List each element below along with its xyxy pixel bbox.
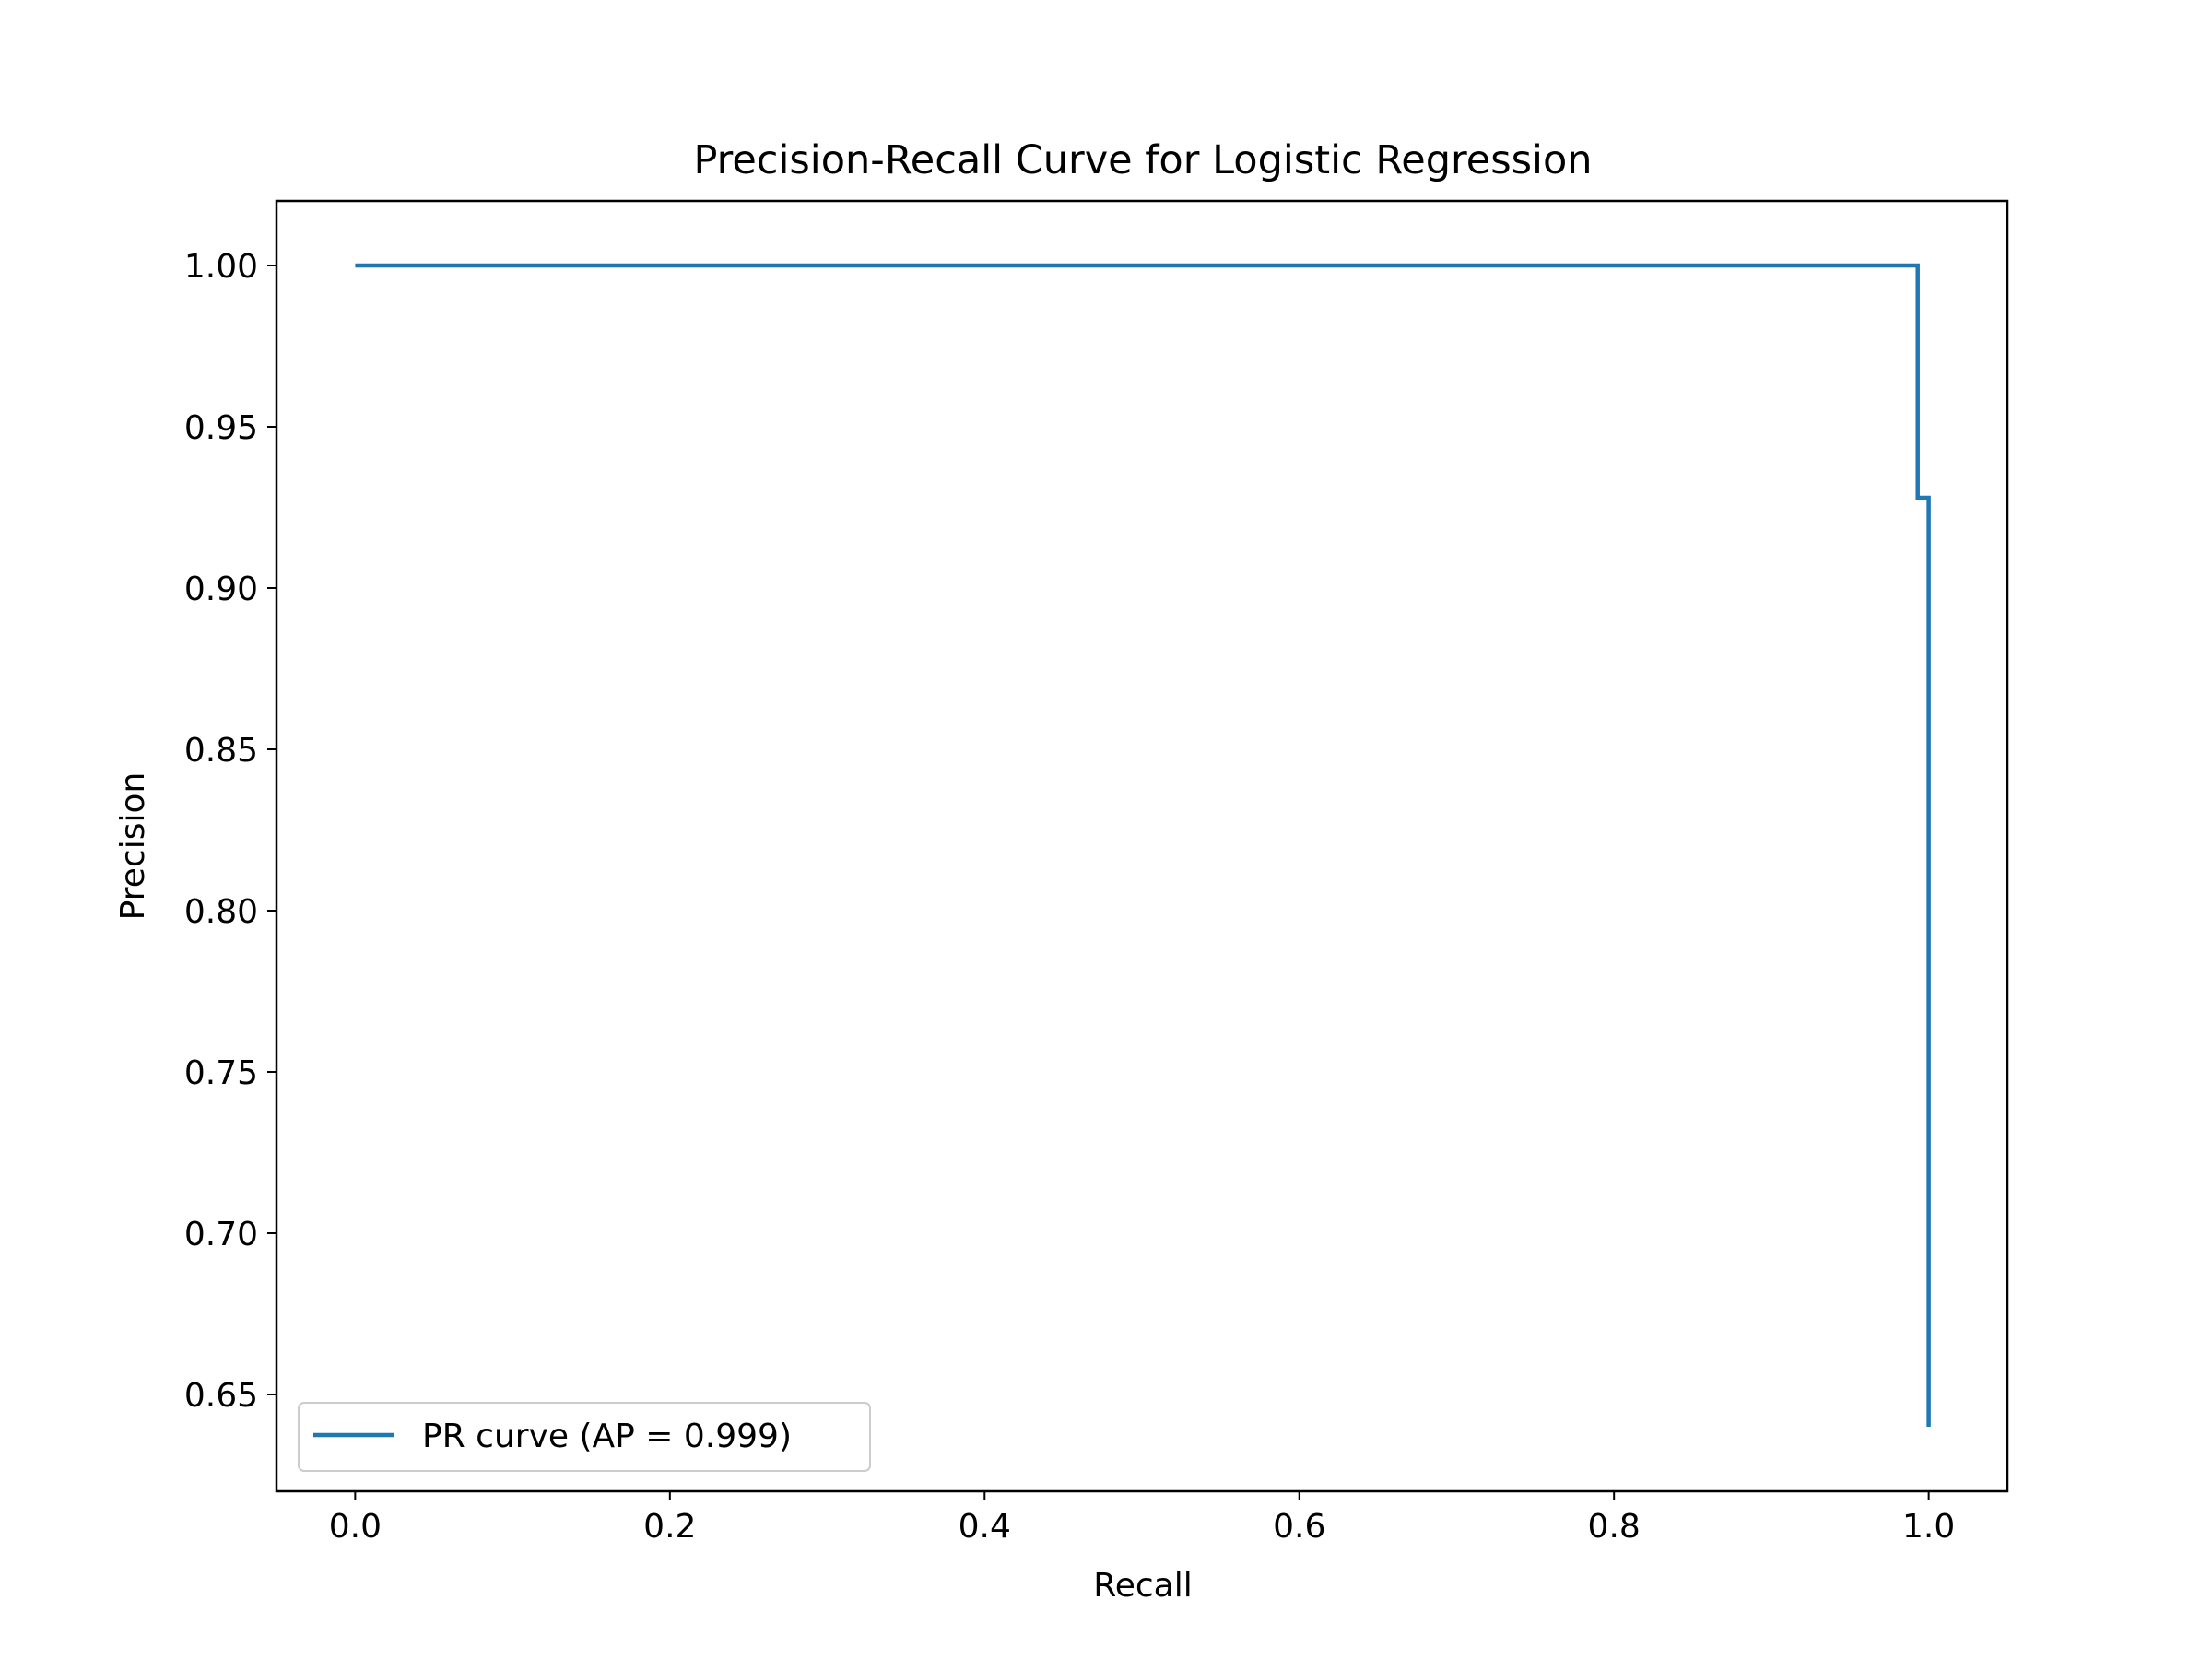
plot-frame: [275, 199, 2009, 1493]
y-tick-label: 0.65: [184, 1377, 258, 1415]
y-tick-label: 0.85: [184, 732, 258, 770]
series-layer: [355, 263, 1931, 1427]
y-tick-label: 0.70: [184, 1216, 258, 1253]
chart-title: Precision-Recall Curve for Logistic Regr…: [693, 137, 1592, 183]
legend-box: [298, 1402, 871, 1472]
x-tick-label: 0.8: [1588, 1508, 1641, 1546]
x-tick-label: 0.2: [643, 1508, 696, 1546]
legend-label: PR curve (AP = 0.999): [422, 1418, 792, 1455]
x-tick-label: 0.6: [1273, 1508, 1325, 1546]
y-tick-label: 0.75: [184, 1054, 258, 1092]
x-tick-label: 0.0: [329, 1508, 382, 1546]
y-axis-ticks: 0.65 0.70 0.75 0.80 0.85 0.90 0.95 1.00: [184, 248, 276, 1415]
x-tick-label: 1.0: [1902, 1508, 1955, 1546]
x-axis-ticks: 0.0 0.2 0.4 0.6 0.8 1.0: [329, 1491, 1955, 1546]
y-axis-label: Precision: [114, 772, 152, 921]
legend: PR curve (AP = 0.999): [298, 1402, 871, 1472]
plot-area: [276, 201, 2007, 1491]
x-tick-label: 0.4: [959, 1508, 1011, 1546]
x-axis-label: Recall: [1093, 1567, 1192, 1605]
y-tick-label: 1.00: [184, 248, 258, 286]
y-tick-label: 0.90: [184, 571, 258, 608]
y-tick-label: 0.95: [184, 409, 258, 447]
y-tick-label: 0.80: [184, 893, 258, 931]
series-line-pr-curve: [355, 263, 1931, 1427]
